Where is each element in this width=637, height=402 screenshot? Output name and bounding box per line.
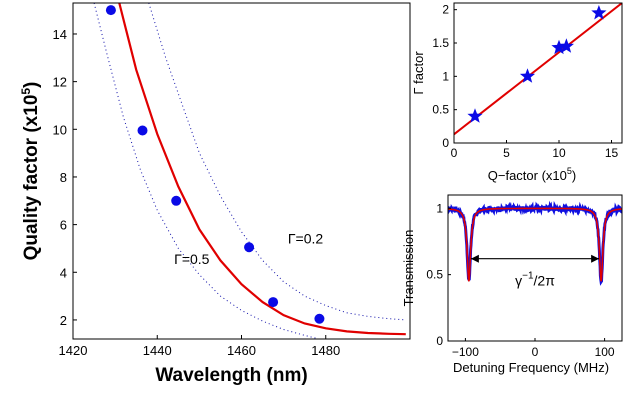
gamma-value: =0.5: [182, 251, 210, 267]
y-tick-label-0: 0: [436, 334, 443, 348]
data-point-3: [171, 195, 182, 206]
y-axis-label-sup: 5: [19, 88, 33, 95]
star-point-5: [591, 5, 607, 20]
x-tick-label-1480: 1480: [311, 343, 340, 358]
y-tick-label-2: 2: [60, 313, 67, 328]
fsr-annotation: γ−1/2π: [515, 271, 555, 289]
x-tick-label-0: 0: [451, 146, 458, 160]
y-tick-label-8: 8: [60, 170, 67, 185]
data-point-5: [268, 297, 279, 308]
gamma-annotation-2: Γ=0.2: [288, 231, 324, 247]
x-tick-label-15: 15: [605, 146, 619, 160]
x-axis-label-main: Q−factor (x10: [488, 168, 567, 183]
y-axis-label-main: Quality factor (x10: [21, 95, 42, 261]
lorentzian-fit: [448, 207, 622, 282]
y-tick-label-1: 1: [442, 69, 449, 83]
y-tick-label-0: 0: [442, 136, 449, 150]
quality-factor-chart: 1420 1440 1460 1480 2 4 6 8 10 12 14 Wavelength (nm…: [19, 2, 411, 386]
plot-area: [448, 200, 622, 286]
x-tick-label-1420: 1420: [59, 343, 88, 358]
x-tick-label-1440: 1440: [143, 343, 172, 358]
x-axis-label-sup: 5: [567, 166, 572, 176]
star-point-1: [467, 108, 483, 123]
fsr-sup: −1: [522, 271, 534, 282]
x-tick-label-5: 5: [503, 146, 510, 160]
bound-curve-1: [93, 3, 318, 339]
data-point-4: [244, 242, 255, 253]
plot-area: [454, 3, 622, 136]
x-axis-label-close: ): [572, 168, 576, 183]
fit-line: [454, 3, 622, 136]
gamma-annotation-1: Γ=0.5: [174, 251, 210, 267]
data-point-6: [314, 313, 325, 324]
y-tick-label-2: 1: [436, 201, 443, 215]
gamma-symbol: Γ: [174, 251, 182, 267]
y-tick-label-0.5: 0.5: [432, 103, 449, 117]
star-point-3: [551, 39, 567, 55]
y-axis-label: Quality factor (x105): [19, 82, 42, 261]
data-point-1: [105, 5, 116, 16]
x-tick-label--100: −100: [452, 345, 479, 359]
y-axis-label: Γ factor: [411, 51, 426, 95]
x-axis-label: Q−factor (x105): [488, 166, 576, 183]
y-axis-label-close: ): [21, 82, 42, 88]
y-tick-label-2: 2: [442, 3, 449, 17]
gamma-symbol: Γ: [288, 231, 296, 247]
star-point-4: [558, 38, 574, 53]
y-tick-label-14: 14: [53, 27, 67, 42]
x-tick-label-1460: 1460: [227, 343, 256, 358]
y-tick-label-4: 4: [60, 265, 67, 280]
y-tick-label-10: 10: [53, 122, 67, 137]
data-point-2: [137, 125, 148, 136]
y-tick-label-6: 6: [60, 218, 67, 233]
transmission-chart: −100 0 100 0 0.5 1 Detuning Frequency (MHz) Tra…: [401, 194, 623, 375]
plot-frame: [453, 2, 623, 144]
bound-curve-2: [148, 3, 406, 321]
plot-frame: [72, 2, 411, 340]
fsr-rest: /2π: [534, 273, 556, 289]
x-axis-label: Wavelength (nm): [155, 365, 307, 386]
y-tick-label-1: 0.5: [426, 268, 443, 282]
fsr-base: γ: [515, 273, 522, 289]
gamma-value: =0.2: [296, 231, 324, 247]
x-tick-label-10: 10: [552, 146, 566, 160]
plot-area: [93, 3, 406, 339]
x-axis-label: Detuning Frequency (MHz): [453, 360, 609, 375]
y-tick-label-1.5: 1.5: [432, 36, 449, 50]
arrow-head-right: [591, 254, 600, 263]
arrow-head-left: [470, 254, 479, 263]
fit-curve: [118, 3, 406, 336]
y-axis-label: Transmission: [401, 230, 416, 307]
x-tick-label-0: 0: [532, 345, 539, 359]
star-point-2: [519, 68, 536, 83]
x-tick-label-100: 100: [595, 345, 615, 359]
y-tick-label-12: 12: [53, 75, 67, 90]
